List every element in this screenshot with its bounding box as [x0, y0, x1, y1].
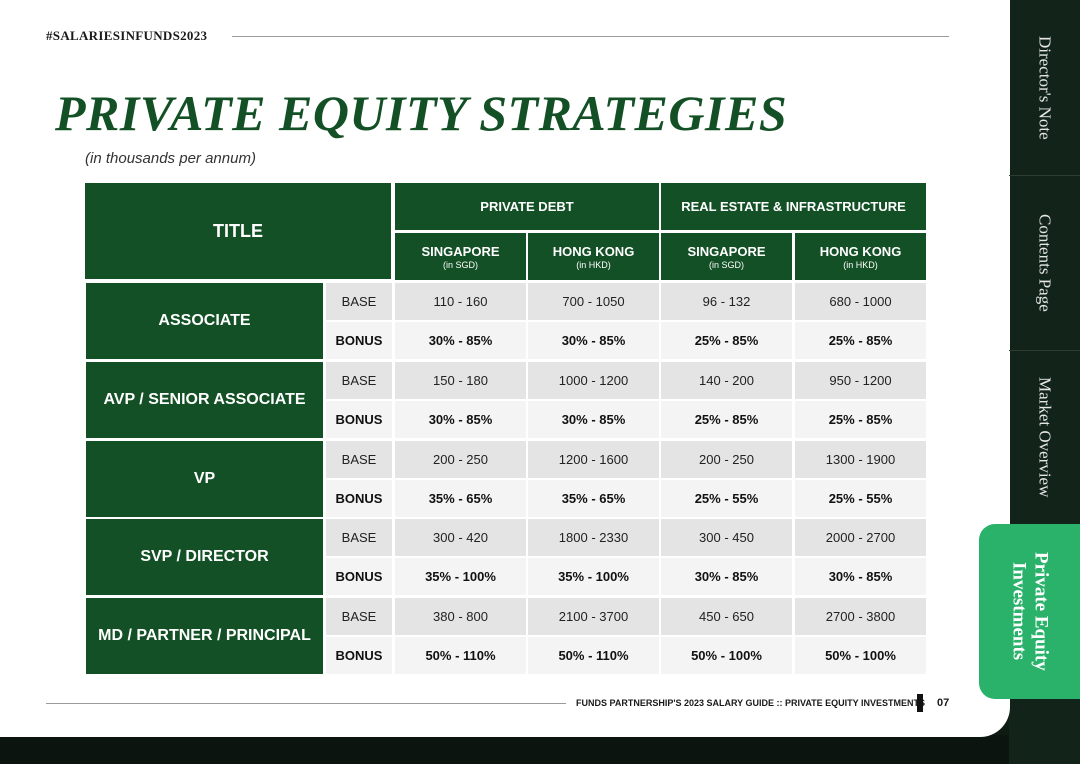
footer-marker [917, 694, 923, 712]
bonus-label: BONUS [326, 480, 392, 517]
nav-tab-market-overview[interactable]: Market Overview [1009, 350, 1080, 524]
base-value-cell: 140 - 200 [661, 362, 792, 399]
footer-divider [46, 703, 566, 704]
nav-tab-private-equity-active[interactable]: Private Equity Investments [979, 524, 1080, 699]
nav-tab-label: Director's Note [1035, 35, 1055, 140]
base-value-cell: 1800 - 2330 [528, 519, 659, 556]
bonus-label: BONUS [326, 401, 392, 438]
base-value-cell: 110 - 160 [395, 283, 526, 320]
bonus-label: BONUS [326, 637, 392, 674]
bonus-value-cell: 25% - 85% [795, 401, 926, 438]
page: #SALARIESINFUNDS2023 PRIVATE EQUITY STRA… [0, 0, 1010, 737]
bonus-value-cell: 35% - 100% [528, 558, 659, 595]
bonus-label: BONUS [326, 558, 392, 595]
base-label: BASE [326, 362, 392, 399]
base-label: BASE [326, 519, 392, 556]
base-value-cell: 96 - 132 [661, 283, 792, 320]
bonus-value-cell: 25% - 55% [661, 480, 792, 517]
bonus-value-cell: 50% - 110% [395, 637, 526, 674]
column-header-unit: (in SGD) [442, 259, 478, 270]
base-value-cell: 1300 - 1900 [795, 441, 926, 478]
bonus-value-cell: 50% - 110% [528, 637, 659, 674]
column-header: SINGAPORE (in SGD) [661, 233, 792, 280]
base-label: BASE [326, 283, 392, 320]
bottom-background [0, 735, 1080, 764]
bonus-value-cell: 50% - 100% [661, 637, 792, 674]
column-header-unit: (in SGD) [708, 259, 744, 270]
column-header-name: HONG KONG [552, 243, 635, 259]
row-title: SVP / DIRECTOR [86, 519, 323, 595]
page-title: PRIVATE EQUITY STRATEGIES [55, 85, 788, 141]
bonus-value-cell: 30% - 85% [395, 322, 526, 359]
hashtag: #SALARIESINFUNDS2023 [46, 28, 208, 43]
row-title: ASSOCIATE [86, 283, 323, 359]
base-value-cell: 2100 - 3700 [528, 598, 659, 635]
bonus-value-cell: 25% - 85% [661, 322, 792, 359]
base-value-cell: 2700 - 3800 [795, 598, 926, 635]
bonus-value-cell: 30% - 85% [528, 322, 659, 359]
row-title: AVP / SENIOR ASSOCIATE [86, 362, 323, 438]
base-value-cell: 380 - 800 [395, 598, 526, 635]
bonus-value-cell: 30% - 85% [395, 401, 526, 438]
top-divider [232, 36, 949, 37]
title-column-header: TITLE [85, 183, 391, 279]
nav-tab-contents-page[interactable]: Contents Page [1009, 175, 1080, 351]
base-value-cell: 200 - 250 [395, 441, 526, 478]
bonus-value-cell: 35% - 65% [528, 480, 659, 517]
nav-tab-directors-note[interactable]: Director's Note [1009, 0, 1080, 176]
bonus-value-cell: 25% - 55% [795, 480, 926, 517]
bonus-value-cell: 30% - 85% [661, 558, 792, 595]
base-value-cell: 450 - 650 [661, 598, 792, 635]
base-value-cell: 150 - 180 [395, 362, 526, 399]
nav-tab-label: Market Overview [1035, 376, 1055, 498]
bonus-value-cell: 25% - 85% [661, 401, 792, 438]
bonus-value-cell: 50% - 100% [795, 637, 926, 674]
row-title: MD / PARTNER / PRINCIPAL [86, 598, 323, 674]
column-header: HONG KONG (in HKD) [795, 233, 926, 280]
base-value-cell: 2000 - 2700 [795, 519, 926, 556]
base-value-cell: 680 - 1000 [795, 283, 926, 320]
base-value-cell: 1200 - 1600 [528, 441, 659, 478]
bonus-value-cell: 35% - 65% [395, 480, 526, 517]
page-subtitle: (in thousands per annum) [85, 150, 256, 167]
row-title: VP [86, 441, 323, 517]
nav-tab-label: Private Equity Investments [1008, 552, 1052, 671]
base-value-cell: 700 - 1050 [528, 283, 659, 320]
column-header-name: SINGAPORE [687, 243, 766, 259]
column-header-unit: (in HKD) [576, 259, 611, 270]
group-header-real-estate: REAL ESTATE & INFRASTRUCTURE [661, 183, 926, 230]
bonus-value-cell: 25% - 85% [795, 322, 926, 359]
column-header-unit: (in HKD) [843, 259, 878, 270]
base-label: BASE [326, 598, 392, 635]
bonus-value-cell: 35% - 100% [395, 558, 526, 595]
column-header: SINGAPORE (in SGD) [395, 233, 526, 280]
base-value-cell: 950 - 1200 [795, 362, 926, 399]
base-value-cell: 1000 - 1200 [528, 362, 659, 399]
base-value-cell: 300 - 420 [395, 519, 526, 556]
column-header-name: HONG KONG [819, 243, 902, 259]
base-value-cell: 200 - 250 [661, 441, 792, 478]
bonus-label: BONUS [326, 322, 392, 359]
page-number: 07 [937, 697, 950, 709]
column-header: HONG KONG (in HKD) [528, 233, 659, 280]
bonus-value-cell: 30% - 85% [795, 558, 926, 595]
base-value-cell: 300 - 450 [661, 519, 792, 556]
base-label: BASE [326, 441, 392, 478]
group-header-private-debt: PRIVATE DEBT [395, 183, 659, 230]
bonus-value-cell: 30% - 85% [528, 401, 659, 438]
column-header-name: SINGAPORE [421, 243, 500, 259]
footer-text: FUNDS PARTNERSHIP'S 2023 SALARY GUIDE ::… [576, 698, 926, 708]
nav-tab-label: Contents Page [1035, 213, 1055, 312]
